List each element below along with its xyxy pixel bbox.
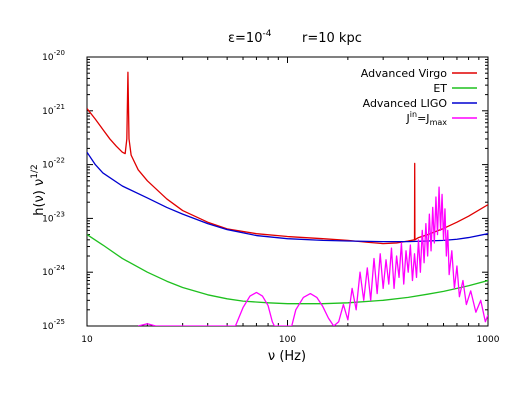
y-tick-label: 10-20 — [42, 49, 65, 63]
x-tick-label: 100 — [279, 335, 296, 345]
series-et — [87, 234, 488, 305]
legend-label-advanced-ligo: Advanced LIGO — [363, 97, 448, 110]
title-epsilon-exponent: -4 — [262, 29, 271, 39]
legend-label-jin-jmax: Jin=Jmax — [406, 110, 448, 127]
x-axis-title: ν (Hz) — [268, 349, 306, 364]
legend: Advanced Virgo ET Advanced LIGO Jin=Jmax — [361, 67, 477, 127]
axis-ticks: 10 100 1000 10-20 10-21 10-22 10-23 10-24 10-25 — [42, 49, 500, 345]
y-tick-label: 10-25 — [42, 318, 65, 332]
series-advanced-ligo — [87, 151, 488, 243]
legend-jin-superscript: in — [410, 110, 417, 119]
series-advanced-virgo — [87, 71, 488, 245]
y-tick-label: 10-24 — [42, 264, 65, 278]
legend-jmax-subscript: max — [430, 118, 448, 127]
title-epsilon: ε=10-4 — [228, 29, 272, 46]
legend-label-et: ET — [433, 82, 447, 95]
title-distance: r=10 kpc — [302, 31, 362, 46]
y-axis-title: h(ν) ν1/2 — [30, 164, 47, 216]
x-tick-label: 1000 — [477, 335, 500, 345]
y-tick-label: 10-22 — [42, 157, 65, 171]
y-tick-label: 10-23 — [42, 210, 65, 224]
y-tick-label: 10-21 — [42, 103, 65, 117]
x-tick-label: 10 — [81, 335, 93, 345]
y-axis-title-exponent: 1/2 — [30, 164, 40, 178]
series-jin-jmax — [138, 186, 488, 326]
legend-label-advanced-virgo: Advanced Virgo — [361, 67, 447, 80]
series-group — [87, 71, 488, 326]
